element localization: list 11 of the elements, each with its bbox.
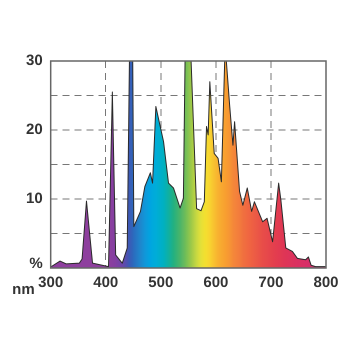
x-tick-label: 400 <box>93 274 118 292</box>
y-axis-title: % <box>29 255 43 272</box>
x-axis-title: nm <box>12 281 35 298</box>
y-tick-label: 10 <box>26 190 43 208</box>
x-tick-label: 300 <box>38 274 64 292</box>
y-tick-label: 30 <box>26 52 43 70</box>
x-tick-label: 600 <box>203 274 228 292</box>
y-tick-label: 20 <box>26 121 43 138</box>
x-tick-label: 500 <box>148 274 174 292</box>
x-tick-label: 800 <box>313 274 339 292</box>
x-tick-label: 700 <box>258 274 284 292</box>
